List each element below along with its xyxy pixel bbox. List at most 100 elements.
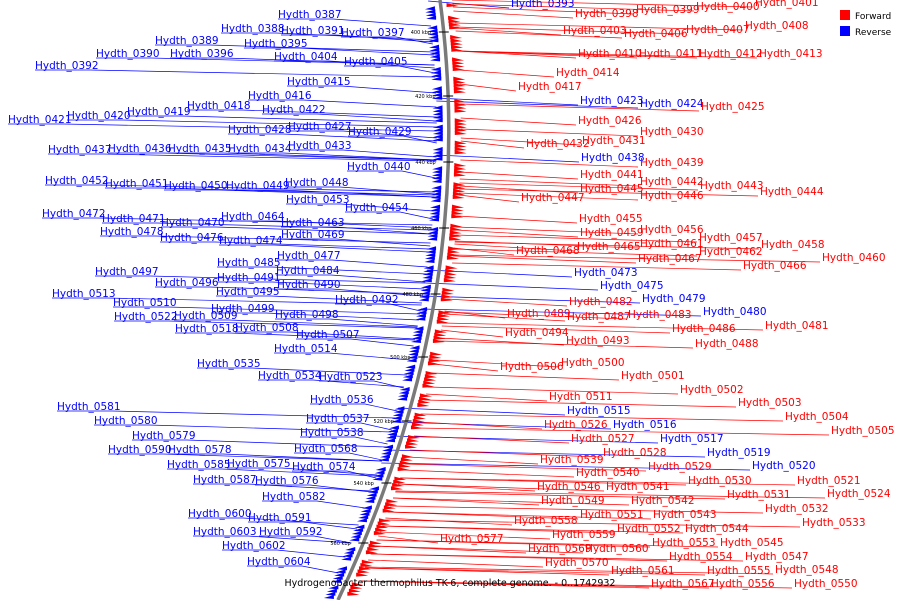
gene-label[interactable]: Hydth_0439 (640, 157, 704, 169)
reverse-feature[interactable] (429, 207, 440, 212)
reverse-feature[interactable] (424, 6, 435, 11)
reverse-feature[interactable] (427, 28, 438, 33)
gene-label[interactable]: Hydth_0574 (292, 461, 356, 473)
reverse-feature[interactable] (361, 505, 372, 510)
gene-label[interactable]: Hydth_0521 (797, 475, 861, 487)
reverse-feature[interactable] (412, 329, 423, 334)
gene-label[interactable]: Hydth_0513 (52, 288, 116, 300)
gene-label[interactable]: Hydth_0412 (699, 48, 763, 60)
forward-feature[interactable] (454, 143, 467, 148)
forward-feature[interactable] (438, 310, 451, 315)
gene-label[interactable]: Hydth_0488 (695, 338, 759, 350)
reverse-feature[interactable] (404, 367, 415, 372)
reverse-feature[interactable] (375, 467, 386, 471)
gene-label[interactable]: Hydth_0604 (247, 556, 311, 568)
forward-feature[interactable] (451, 47, 464, 52)
gene-label[interactable]: Hydth_0555 (707, 565, 771, 577)
forward-feature[interactable] (451, 207, 464, 212)
gene-label[interactable]: Hydth_0577 (440, 533, 504, 545)
forward-feature[interactable] (358, 566, 371, 571)
forward-feature[interactable] (449, 230, 462, 235)
gene-label[interactable]: Hydth_0519 (707, 447, 771, 459)
reverse-feature[interactable] (407, 355, 418, 359)
gene-label[interactable]: Hydth_0600 (188, 508, 252, 520)
gene-label[interactable]: Hydth_0579 (132, 430, 196, 442)
forward-feature[interactable] (452, 191, 465, 196)
forward-feature[interactable] (450, 41, 463, 46)
gene-label[interactable]: Hydth_0425 (701, 101, 765, 113)
gene-label[interactable]: Hydth_0500 (561, 357, 625, 369)
forward-feature[interactable] (454, 99, 467, 103)
reverse-feature[interactable] (419, 294, 430, 299)
reverse-feature[interactable] (399, 387, 410, 391)
forward-feature[interactable] (350, 585, 363, 590)
reverse-feature[interactable] (432, 115, 443, 119)
gene-label[interactable]: Hydth_0538 (300, 427, 364, 439)
forward-feature[interactable] (400, 457, 413, 462)
reverse-feature[interactable] (431, 76, 442, 81)
forward-feature[interactable] (419, 396, 432, 401)
reverse-feature[interactable] (427, 25, 438, 30)
gene-label[interactable]: Hydth_0418 (187, 100, 251, 112)
forward-feature[interactable] (443, 278, 456, 283)
gene-label[interactable]: Hydth_0578 (168, 444, 232, 456)
forward-feature[interactable] (428, 358, 441, 363)
reverse-feature[interactable] (432, 147, 443, 151)
reverse-feature[interactable] (432, 131, 443, 135)
gene-label[interactable]: Hydth_0558 (514, 515, 578, 527)
gene-label[interactable]: Hydth_0437 (48, 144, 112, 156)
gene-label[interactable]: Hydth_0550 (794, 578, 858, 590)
reverse-feature[interactable] (353, 527, 364, 532)
reverse-feature[interactable] (343, 550, 354, 555)
forward-feature[interactable] (434, 329, 447, 334)
reverse-feature[interactable] (326, 588, 337, 593)
reverse-feature[interactable] (350, 534, 361, 539)
gene-label[interactable]: Hydth_0546 (537, 481, 601, 493)
gene-label[interactable]: Hydth_0534 (258, 370, 322, 382)
reverse-feature[interactable] (354, 524, 365, 529)
forward-feature[interactable] (377, 521, 390, 526)
gene-label[interactable]: Hydth_0440 (347, 161, 411, 173)
gene-label[interactable]: Hydth_0449 (226, 180, 290, 192)
reverse-feature[interactable] (331, 579, 342, 583)
forward-feature[interactable] (369, 540, 382, 545)
forward-feature[interactable] (417, 403, 430, 407)
reverse-feature[interactable] (349, 537, 360, 542)
gene-label[interactable]: Hydth_0524 (827, 488, 891, 500)
forward-feature[interactable] (453, 86, 466, 91)
gene-label[interactable]: Hydth_0429 (348, 126, 412, 138)
gene-label[interactable]: Hydth_0568 (294, 443, 358, 455)
gene-label[interactable]: Hydth_0484 (276, 265, 340, 277)
forward-feature[interactable] (425, 371, 438, 375)
gene-label[interactable]: Hydth_0520 (752, 460, 816, 472)
gene-label[interactable]: Hydth_0481 (765, 320, 829, 332)
reverse-feature[interactable] (430, 191, 441, 196)
gene-label[interactable]: Hydth_0493 (566, 335, 630, 347)
reverse-feature[interactable] (430, 57, 441, 62)
reverse-feature[interactable] (412, 332, 423, 337)
gene-label[interactable]: Hydth_0486 (672, 323, 736, 335)
reverse-feature[interactable] (431, 188, 442, 193)
reverse-feature[interactable] (426, 15, 437, 20)
gene-label[interactable]: Hydth_0479 (642, 293, 706, 305)
forward-feature[interactable] (406, 441, 419, 446)
forward-feature[interactable] (454, 166, 467, 171)
reverse-feature[interactable] (382, 447, 393, 452)
gene-label[interactable]: Hydth_0535 (197, 358, 261, 370)
reverse-feature[interactable] (419, 291, 430, 295)
gene-label[interactable]: Hydth_0390 (96, 48, 160, 60)
gene-label[interactable]: Hydth_0532 (765, 503, 829, 515)
forward-feature[interactable] (424, 377, 437, 382)
gene-label[interactable]: Hydth_0508 (235, 322, 299, 334)
gene-label[interactable]: Hydth_0499 (211, 303, 275, 315)
gene-label[interactable]: Hydth_0436 (108, 143, 172, 155)
gene-label[interactable]: Hydth_0432 (526, 138, 590, 150)
forward-feature[interactable] (411, 422, 424, 427)
gene-label[interactable]: Hydth_0559 (552, 529, 616, 541)
gene-label[interactable]: Hydth_0515 (567, 405, 631, 417)
gene-label[interactable]: Hydth_0489 (507, 308, 571, 320)
gene-label[interactable]: Hydth_0430 (640, 126, 704, 138)
reverse-feature[interactable] (426, 246, 437, 251)
gene-label[interactable]: Hydth_0387 (278, 9, 342, 21)
gene-label[interactable]: Hydth_0431 (582, 135, 646, 147)
